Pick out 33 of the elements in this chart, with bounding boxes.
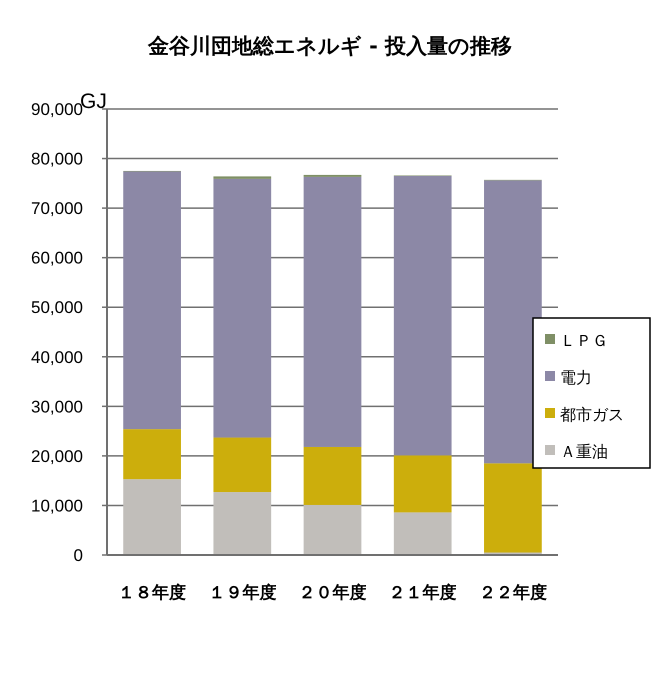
y-tick-label: 20,000 bbox=[31, 446, 83, 466]
legend-label: 都市ガス bbox=[560, 405, 624, 424]
chart-title: 金谷川団地総エネルギ - 投入量の推移 bbox=[146, 34, 512, 58]
y-tick-label: 60,000 bbox=[31, 248, 83, 268]
bar bbox=[123, 429, 181, 480]
legend-label: Ａ重油 bbox=[560, 442, 608, 461]
x-tick-label: １８年度 bbox=[118, 583, 186, 603]
y-tick-label: 10,000 bbox=[31, 496, 83, 516]
legend-label: ＬＰＧ bbox=[560, 331, 608, 350]
bar bbox=[394, 176, 452, 456]
legend-label: 電力 bbox=[560, 368, 592, 387]
y-tick-label: 80,000 bbox=[31, 150, 83, 169]
bar bbox=[304, 176, 362, 447]
bar bbox=[123, 479, 181, 555]
bar bbox=[213, 178, 272, 438]
x-tick-label: ２２年度 bbox=[478, 583, 547, 603]
bar bbox=[213, 438, 272, 492]
y-tick-label: 70,000 bbox=[31, 199, 83, 218]
x-tick-label: ２０年度 bbox=[298, 583, 366, 603]
bar bbox=[213, 492, 272, 555]
bar bbox=[213, 176, 272, 179]
x-tick-label: １９年度 bbox=[208, 583, 276, 603]
bar bbox=[304, 446, 362, 505]
bar bbox=[394, 512, 452, 555]
bar bbox=[484, 463, 542, 553]
y-tick-label: 30,000 bbox=[31, 397, 83, 416]
y-tick-label: 40,000 bbox=[31, 348, 83, 367]
y-tick-label: 0 bbox=[74, 546, 83, 565]
bar bbox=[304, 504, 362, 555]
x-tick-label: ２１年度 bbox=[388, 583, 457, 603]
bar bbox=[123, 171, 181, 430]
bar bbox=[394, 455, 452, 512]
y-tick-label: 50,000 bbox=[31, 298, 83, 318]
